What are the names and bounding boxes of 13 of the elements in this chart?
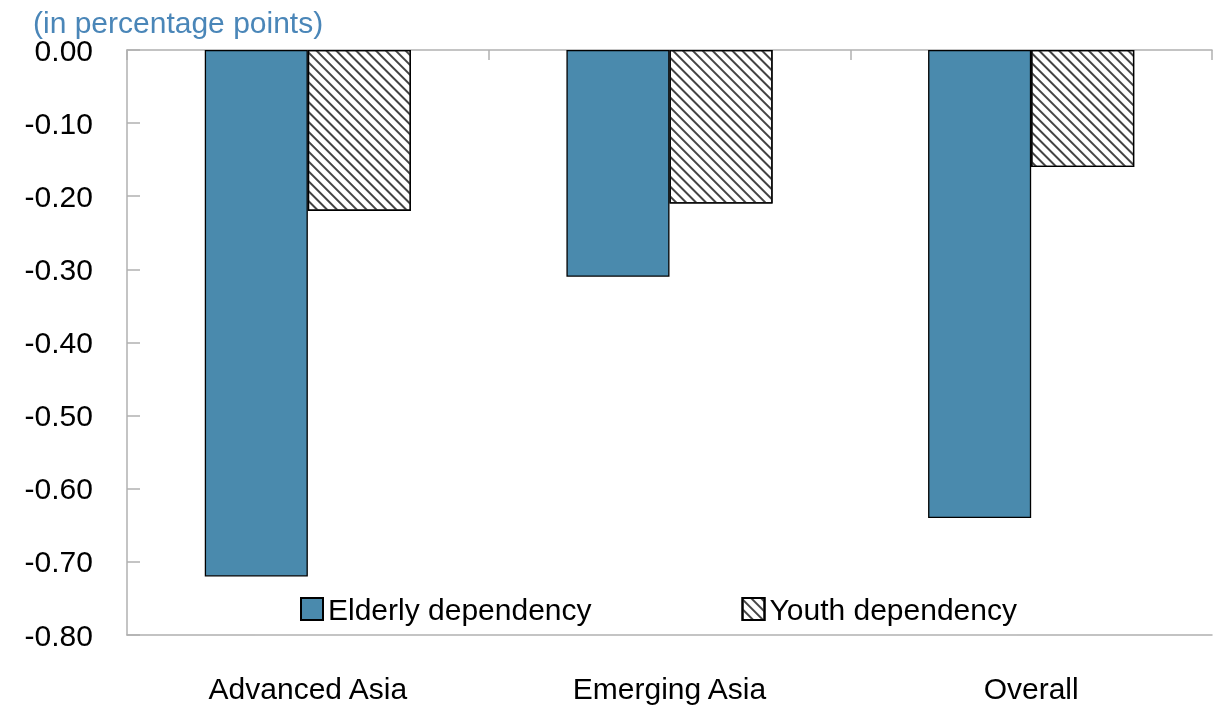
- x-tick-label: Overall: [983, 671, 1079, 705]
- y-tick-label: -0.70: [24, 545, 93, 579]
- y-tick-label: -0.80: [24, 618, 93, 652]
- y-tick-label: -0.50: [24, 399, 93, 433]
- y-tick-label: -0.20: [24, 179, 93, 213]
- y-tick-label: -0.60: [24, 472, 93, 506]
- y-tick-label: -0.30: [24, 252, 93, 286]
- x-tick-label: Emerging Asia: [572, 671, 767, 705]
- y-tick-label: -0.10: [24, 106, 93, 140]
- legend-label: Elderly dependency: [328, 592, 592, 626]
- legend-label: Youth dependency: [769, 592, 1017, 626]
- x-tick-label: Advanced Asia: [208, 671, 408, 705]
- y-tick-label: -0.40: [24, 326, 93, 359]
